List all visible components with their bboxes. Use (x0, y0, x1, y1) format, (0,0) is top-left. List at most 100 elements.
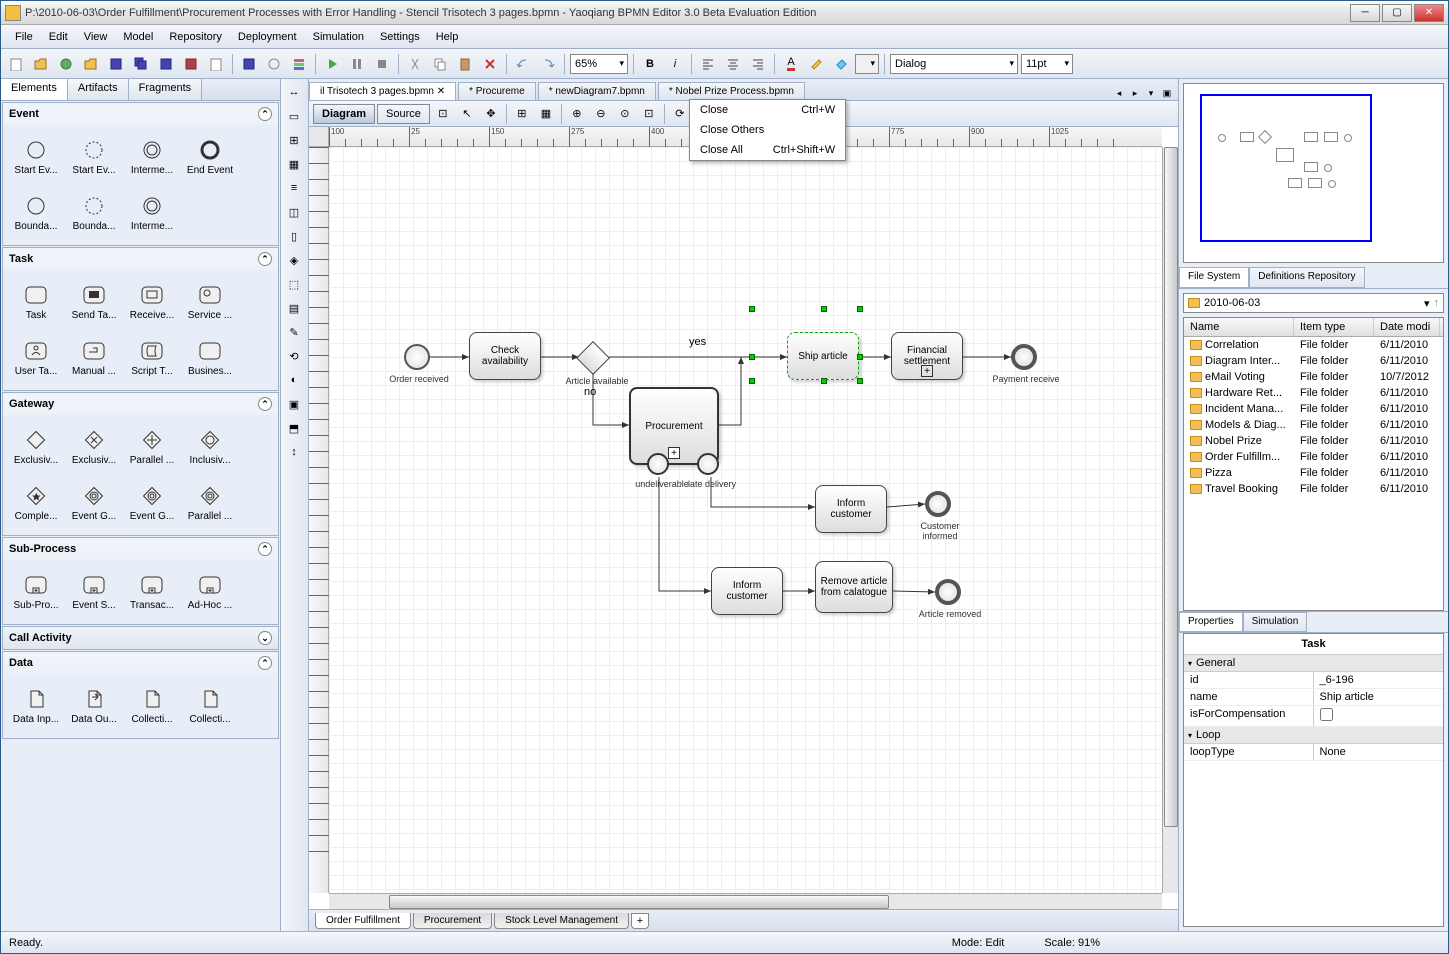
fill-icon[interactable] (830, 53, 852, 75)
property-row[interactable]: id_6-196 (1184, 672, 1443, 689)
editor-tool-7[interactable]: ⊙ (614, 103, 636, 125)
palette-item[interactable]: Collecti... (123, 678, 181, 734)
palette-item[interactable]: Parallel ... (181, 475, 239, 531)
fs-tab[interactable]: Definitions Repository (1249, 267, 1364, 288)
redo-icon[interactable] (537, 53, 559, 75)
highlight-icon[interactable] (805, 53, 827, 75)
stack-icon[interactable] (288, 53, 310, 75)
editor-tool-5[interactable]: ⊕ (566, 103, 588, 125)
view-tab-diagram[interactable]: Diagram (313, 104, 375, 124)
editor-tool-8[interactable]: ⊡ (638, 103, 660, 125)
vtool-2[interactable]: ⊞ (283, 129, 305, 151)
column-header[interactable]: Name (1184, 318, 1294, 336)
category-gateway[interactable]: Gateway⌃ (3, 393, 278, 415)
menu-view[interactable]: View (76, 28, 116, 46)
bpmn-boundary-event[interactable] (647, 453, 669, 475)
editor-tool-3[interactable]: ⊞ (511, 103, 533, 125)
page-setup-icon[interactable] (205, 53, 227, 75)
palette-item[interactable]: Interme... (123, 129, 181, 185)
property-row[interactable]: isForCompensation (1184, 706, 1443, 727)
category-call-activity[interactable]: Call Activity⌄ (3, 627, 278, 649)
bpmn-start-event[interactable] (404, 344, 430, 370)
open-icon[interactable] (30, 53, 52, 75)
fs-tab[interactable]: File System (1179, 267, 1249, 288)
new-icon[interactable] (5, 53, 27, 75)
bpmn-task[interactable]: Check availability (469, 332, 541, 380)
bpmn-gateway[interactable] (577, 342, 609, 374)
palette-item[interactable]: Busines... (181, 330, 239, 386)
palette-item[interactable]: Send Ta... (65, 274, 123, 330)
copy-icon[interactable] (429, 53, 451, 75)
export-icon[interactable] (180, 53, 202, 75)
tab-nav-button[interactable]: ▣ (1160, 86, 1174, 100)
menu-model[interactable]: Model (115, 28, 161, 46)
sheet-tab[interactable]: Order Fulfillment (315, 913, 411, 929)
align-center-icon[interactable] (722, 53, 744, 75)
clock-icon[interactable] (263, 53, 285, 75)
palette-item[interactable]: Inclusiv... (181, 419, 239, 475)
undo-icon[interactable] (512, 53, 534, 75)
palette-tab-elements[interactable]: Elements (1, 79, 68, 100)
file-row[interactable]: Incident Mana...File folder6/11/2010 (1184, 401, 1443, 417)
palette-item[interactable]: Task (7, 274, 65, 330)
column-header[interactable]: Date modi (1374, 318, 1440, 336)
editor-tool-4[interactable]: ▦ (535, 103, 557, 125)
bpmn-end-event[interactable] (935, 579, 961, 605)
bpmn-task[interactable]: Remove article from calatogue (815, 561, 893, 613)
vtool-11[interactable]: ⟲ (283, 345, 305, 367)
category-task[interactable]: Task⌃ (3, 248, 278, 270)
delete-icon[interactable] (479, 53, 501, 75)
property-group[interactable]: Loop (1184, 727, 1443, 744)
bold-icon[interactable]: B (639, 53, 661, 75)
vtool-13[interactable]: ▣ (283, 393, 305, 415)
palette-tab-artifacts[interactable]: Artifacts (68, 79, 129, 100)
palette-item[interactable]: Bounda... (7, 185, 65, 241)
menu-edit[interactable]: Edit (41, 28, 76, 46)
editor-tool-9[interactable]: ⟳ (669, 103, 691, 125)
file-row[interactable]: Diagram Inter...File folder6/11/2010 (1184, 353, 1443, 369)
palette-item[interactable]: Start Ev... (7, 129, 65, 185)
bpmn-task[interactable]: Financial settlement+ (891, 332, 963, 380)
file-row[interactable]: Order Fulfillm...File folder6/11/2010 (1184, 449, 1443, 465)
menu-help[interactable]: Help (428, 28, 467, 46)
category-data[interactable]: Data⌃ (3, 652, 278, 674)
property-row[interactable]: nameShip article (1184, 689, 1443, 706)
vtool-3[interactable]: ▦ (283, 153, 305, 175)
align-left-icon[interactable] (697, 53, 719, 75)
vtool-12[interactable]: ◐ (283, 369, 305, 391)
palette-item[interactable]: Event G... (123, 475, 181, 531)
vtool-6[interactable]: ▯ (283, 225, 305, 247)
align-right-icon[interactable] (747, 53, 769, 75)
document-tab[interactable]: * Nobel Prize Process.bpmn (658, 82, 805, 100)
palette-item[interactable]: Exclusiv... (65, 419, 123, 475)
menu-settings[interactable]: Settings (372, 28, 428, 46)
save-as-icon[interactable] (155, 53, 177, 75)
file-row[interactable]: Travel BookingFile folder6/11/2010 (1184, 481, 1443, 497)
palette-item[interactable]: Receive... (123, 274, 181, 330)
property-row[interactable]: loopTypeNone (1184, 744, 1443, 761)
pause-icon[interactable] (346, 53, 368, 75)
vtool-5[interactable]: ◫ (283, 201, 305, 223)
add-sheet-button[interactable]: + (631, 913, 649, 929)
diagram-canvas[interactable]: yesnoOrder receivedCheck availabilityArt… (329, 147, 1162, 893)
props-tab[interactable]: Simulation (1243, 612, 1308, 632)
palette-item[interactable]: Data Ou... (65, 678, 123, 734)
palette-item[interactable]: End Event (181, 129, 239, 185)
view-tab-source[interactable]: Source (377, 104, 430, 124)
bpmn-end-event[interactable] (925, 491, 951, 517)
category-sub-process[interactable]: Sub-Process⌃ (3, 538, 278, 560)
palette-item[interactable]: Transac... (123, 564, 181, 620)
close-button[interactable]: ✕ (1414, 4, 1444, 22)
document-tab[interactable]: * Procureme (458, 82, 536, 100)
minimize-button[interactable]: ─ (1350, 4, 1380, 22)
tab-nav-button[interactable]: ▸ (1128, 86, 1142, 100)
open-url-icon[interactable] (55, 53, 77, 75)
props-tab[interactable]: Properties (1179, 612, 1243, 632)
stop-icon[interactable] (371, 53, 393, 75)
folder-icon[interactable] (80, 53, 102, 75)
horizontal-scrollbar[interactable] (329, 893, 1162, 909)
palette-item[interactable]: Comple... (7, 475, 65, 531)
vtool-15[interactable]: ↕ (283, 441, 305, 463)
file-row[interactable]: Hardware Ret...File folder6/11/2010 (1184, 385, 1443, 401)
zoom-select[interactable]: 65% (570, 54, 628, 74)
